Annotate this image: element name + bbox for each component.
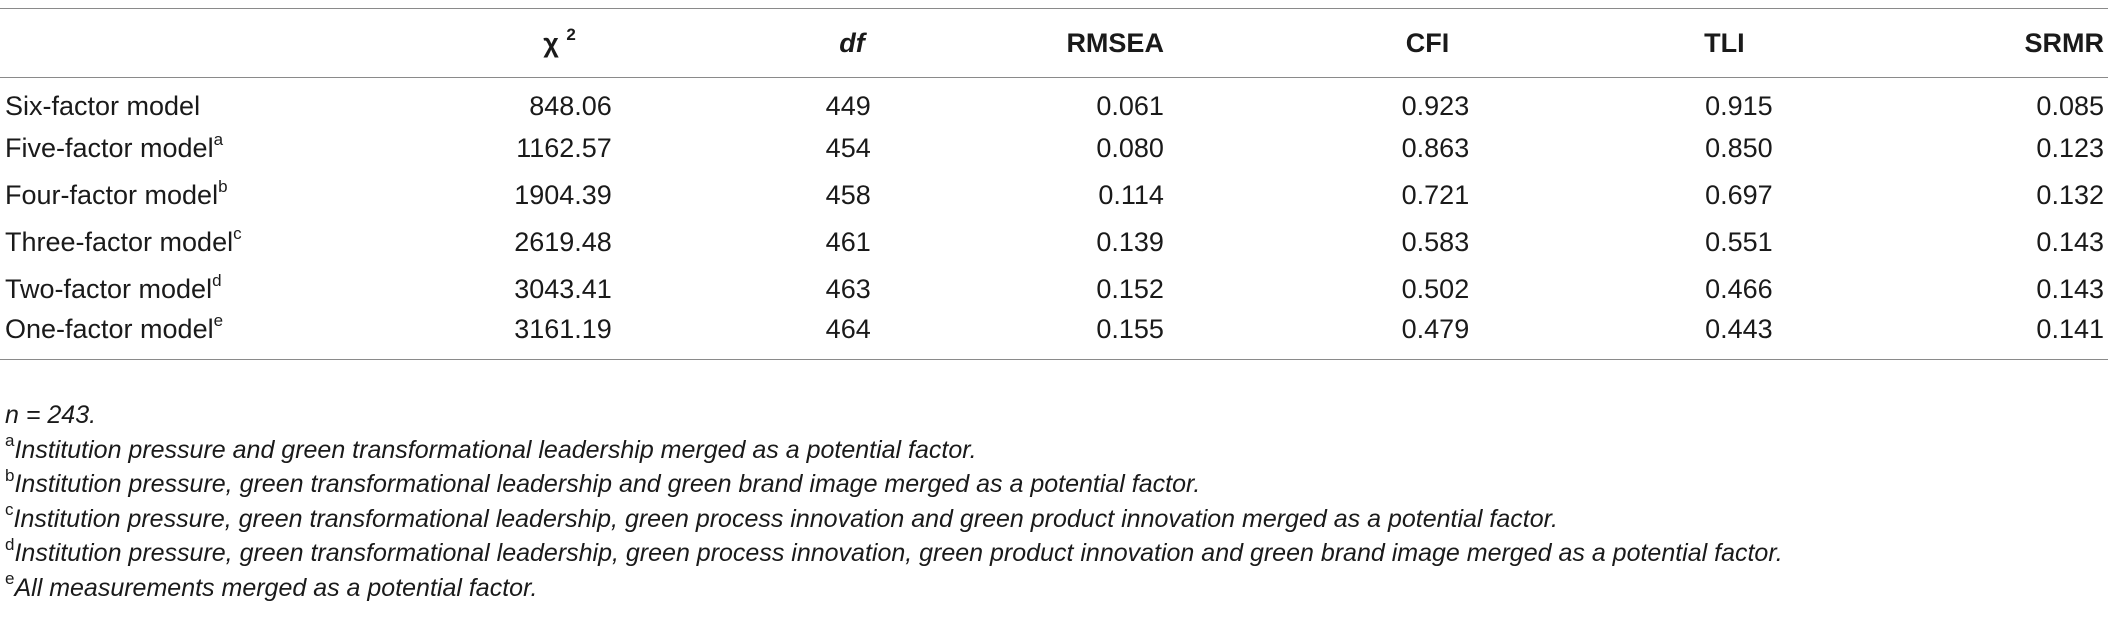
model-name: Five-factor model — [5, 132, 214, 163]
footnote: aInstitution pressure and green transfor… — [5, 431, 1783, 468]
footnote-marker: e — [5, 569, 15, 589]
df-cell: 463 — [825, 273, 871, 304]
model-fit-table: χ 2 df RMSEA CFI TLI SRMR Six-factor mod… — [0, 8, 2108, 360]
header-tli: TLI — [1704, 27, 1745, 58]
rmsea-cell: 0.152 — [1096, 273, 1164, 304]
header-rmsea: RMSEA — [1066, 27, 1164, 58]
model-note-marker: c — [233, 223, 242, 243]
footnote: bInstitution pressure, green transformat… — [5, 467, 1783, 502]
model-note-marker: a — [213, 129, 224, 149]
footnote-marker: d — [5, 534, 15, 554]
table-row: One-factor modele 3161.19 464 0.155 0.47… — [0, 311, 2108, 360]
df-cell: 454 — [825, 132, 871, 163]
df-cell: 461 — [825, 226, 871, 257]
footnote-text: Institution pressure, green transformati… — [13, 504, 1558, 533]
cfi-cell: 0.863 — [1401, 132, 1470, 163]
table-row: Six-factor model 848.06 449 0.061 0.923 … — [0, 78, 2108, 125]
chi-square-cell: 3043.41 — [514, 273, 612, 304]
header-chi-square: χ 2 — [301, 9, 612, 78]
rmsea-cell: 0.080 — [1096, 132, 1164, 163]
chi-square-cell: 2619.48 — [514, 226, 612, 257]
footnote-marker: c — [5, 500, 14, 520]
cfi-cell: 0.721 — [1401, 179, 1470, 210]
model-name-cell: One-factor modele — [0, 311, 301, 360]
srmr-cell: 0.123 — [2036, 132, 2104, 163]
table-row: Five-factor modela 1162.57 454 0.080 0.8… — [0, 125, 2108, 172]
table-row: Three-factor modelc 2619.48 461 0.139 0.… — [0, 219, 2108, 266]
table-header: χ 2 df RMSEA CFI TLI SRMR — [0, 8, 2108, 78]
cfi-cell: 0.583 — [1401, 226, 1470, 257]
model-note-marker: e — [213, 311, 224, 331]
model-name: One-factor model — [5, 314, 214, 345]
header-df: df — [839, 27, 865, 58]
model-note-marker: d — [212, 270, 222, 290]
model-name-cell: Six-factor model — [0, 78, 301, 125]
tli-cell: 0.551 — [1705, 226, 1773, 257]
footnote: eAll measurements merged as a potential … — [5, 569, 1783, 606]
df-cell: 449 — [825, 90, 871, 121]
table-body: Six-factor model 848.06 449 0.061 0.923 … — [0, 78, 2108, 360]
footnote-text: Institution pressure and green transform… — [14, 435, 977, 464]
cfi-cell: 0.479 — [1401, 314, 1470, 345]
srmr-cell: 0.085 — [2036, 90, 2104, 121]
header-row: χ 2 df RMSEA CFI TLI SRMR — [0, 8, 2108, 78]
table-row: Two-factor modeld 3043.41 463 0.152 0.50… — [0, 266, 2108, 313]
header-srmr: SRMR — [2024, 27, 2105, 58]
footnote: cInstitution pressure, green transformat… — [5, 500, 1783, 537]
model-name-cell: Five-factor modela — [0, 125, 301, 172]
chi-square-cell: 1904.39 — [514, 179, 612, 210]
rmsea-cell: 0.139 — [1096, 226, 1164, 257]
model-name-cell: Three-factor modelc — [0, 219, 301, 266]
model-name: Six-factor model — [5, 90, 201, 121]
tli-cell: 0.466 — [1705, 273, 1773, 304]
table-notes: n = 243. aInstitution pressure and green… — [5, 398, 1783, 605]
model-note-marker: b — [218, 176, 228, 196]
model-name: Three-factor model — [5, 226, 234, 257]
model-name: Four-factor model — [5, 179, 219, 210]
tli-cell: 0.915 — [1705, 90, 1773, 121]
cfi-cell: 0.502 — [1401, 273, 1470, 304]
srmr-cell: 0.141 — [2036, 314, 2104, 345]
header-chi-exponent: 2 — [566, 24, 576, 44]
srmr-cell: 0.143 — [2036, 226, 2104, 257]
footnote: dInstitution pressure, green transformat… — [5, 536, 1783, 571]
table-row: Four-factor modelb 1904.39 458 0.114 0.7… — [0, 172, 2108, 219]
footnote-marker: a — [5, 431, 15, 451]
footnote-marker: b — [5, 465, 15, 485]
srmr-cell: 0.132 — [2036, 179, 2104, 210]
srmr-cell: 0.143 — [2036, 273, 2104, 304]
chi-square-cell: 848.06 — [529, 90, 612, 121]
rmsea-cell: 0.061 — [1096, 90, 1164, 121]
footnote-text: Institution pressure, green transformati… — [14, 470, 1201, 498]
tli-cell: 0.697 — [1705, 179, 1773, 210]
df-cell: 458 — [825, 179, 871, 210]
tli-cell: 0.850 — [1705, 132, 1773, 163]
header-chi-symbol: χ — [543, 27, 559, 58]
model-name-cell: Two-factor modeld — [0, 266, 301, 313]
model-name: Two-factor model — [5, 273, 213, 304]
rmsea-cell: 0.155 — [1096, 314, 1164, 345]
sample-size-note: n = 243. — [5, 401, 97, 429]
model-name-cell: Four-factor modelb — [0, 172, 301, 219]
header-cfi: CFI — [1405, 27, 1450, 58]
tli-cell: 0.443 — [1705, 314, 1773, 345]
rmsea-cell: 0.114 — [1098, 179, 1164, 210]
chi-square-cell: 1162.57 — [516, 132, 612, 163]
df-cell: 464 — [825, 314, 871, 345]
cfi-cell: 0.923 — [1401, 90, 1470, 121]
header-model — [0, 9, 301, 78]
chi-square-cell: 3161.19 — [514, 314, 612, 345]
footnote-text: Institution pressure, green transformati… — [14, 539, 1783, 567]
footnote-text: All measurements merged as a potential f… — [14, 573, 538, 602]
